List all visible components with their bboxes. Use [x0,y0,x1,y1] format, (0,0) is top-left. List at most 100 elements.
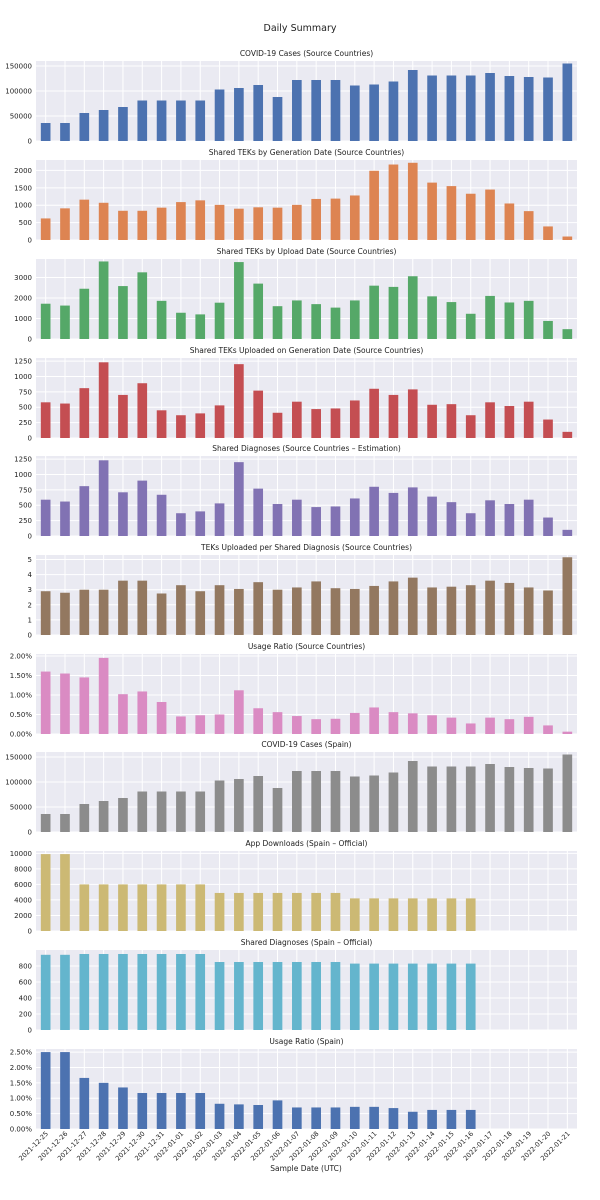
y-tick-label: 0 [28,435,32,443]
y-tick-label: 0.00% [10,1126,33,1134]
y-tick-label: 1.50% [10,1079,33,1087]
bar-2022-01-02 [195,954,206,1030]
bar-2021-12-28 [98,801,109,832]
bar-2022-01-13 [407,963,418,1030]
bar-2022-01-05 [253,85,264,141]
bar-2021-12-25 [40,402,51,438]
bar-2022-01-10 [349,898,360,931]
y-tick-label: 2000 [14,912,32,920]
bar-2022-01-20 [543,226,553,240]
bar-2022-01-12 [388,712,399,734]
bar-2021-12-25 [40,591,51,635]
bar-2021-12-28 [98,1082,109,1129]
y-tick-label: 2000 [14,167,32,175]
bar-2022-01-10 [349,400,360,438]
bar-2022-01-09 [330,718,341,734]
bar-2022-01-10 [349,963,360,1030]
bar-2022-01-15 [446,898,457,931]
bar-2022-01-02 [195,1093,206,1129]
bar-2022-01-03 [214,962,225,1030]
bar-2022-01-21 [562,731,573,734]
chart-panel-9: 0 2000 4000 6000 8000 10000 App Downloads (Spa… [10,839,577,936]
chart-panel-3: 0 1000 2000 3000 Shared TEKs by Upload Date … [14,247,577,344]
bar-2021-12-28 [98,110,109,141]
bar-2022-01-02 [195,100,206,141]
bar-2022-01-18 [504,504,515,536]
plot-area [36,555,577,635]
bar-2022-01-08 [311,962,321,1030]
bar-2022-01-05 [253,1105,264,1129]
plot-area [36,456,577,536]
bar-2022-01-01 [176,202,186,240]
bar-2022-01-03 [214,89,225,141]
bar-2022-01-17 [485,717,495,734]
bar-2022-01-08 [311,719,321,734]
bar-2021-12-30 [137,100,148,141]
bar-2022-01-12 [388,1108,399,1129]
bar-2022-01-12 [388,394,399,438]
plot-area [36,654,577,734]
bar-2021-12-31 [156,494,167,536]
bar-2021-12-29 [118,798,128,832]
chart-title: COVID-19 Cases (Source Countries) [240,49,373,58]
bar-2022-01-21 [562,236,573,240]
bar-2022-01-09 [330,962,341,1030]
y-tick-label: 50000 [10,804,32,812]
bar-2022-01-14 [427,715,437,734]
y-tick-label: 0.00% [10,731,33,739]
bar-2022-01-20 [543,725,553,734]
bar-2022-01-15 [446,717,457,734]
bar-2022-01-16 [465,766,476,832]
y-tick-label: 8000 [14,865,32,873]
chart-panel-11: 0.00% 0.50% 1.00% 1.50% 2.00% 2.50% Usage Rati… [10,1037,577,1134]
y-tick-label: 0 [28,632,32,640]
y-tick-label: 250 [19,419,32,427]
plot-area [36,259,577,339]
bar-2022-01-10 [349,195,360,240]
bar-2021-12-25 [40,499,51,536]
bar-2021-12-26 [60,592,70,635]
bar-2022-01-02 [195,715,206,734]
bar-2021-12-28 [98,202,109,240]
bar-2021-12-31 [156,300,167,339]
chart-panel-10: 0 200 400 600 800 Shared Diagnoses (Spain – O… [19,938,577,1035]
bar-2021-12-29 [118,286,128,339]
bar-2022-01-16 [465,75,476,141]
bar-2022-01-01 [176,791,186,832]
bar-2022-01-05 [253,488,264,536]
bar-2022-01-18 [504,582,515,635]
bar-2022-01-07 [292,771,302,832]
bar-2021-12-31 [156,954,167,1030]
bar-2022-01-05 [253,582,264,635]
bar-2022-01-16 [465,963,476,1030]
bar-2022-01-09 [330,506,341,536]
bar-2022-01-04 [234,690,244,734]
bar-2022-01-10 [349,85,360,141]
bar-2021-12-25 [40,814,51,832]
bar-2021-12-29 [118,394,128,438]
bar-2022-01-09 [330,198,341,240]
bar-2022-01-20 [543,419,553,438]
bar-2021-12-30 [137,884,148,931]
y-tick-label: 750 [19,486,32,494]
y-tick-label: 1500 [14,184,32,192]
bar-2022-01-15 [446,302,457,339]
bar-2022-01-05 [253,962,264,1030]
y-tick-label: 0.50% [10,1110,33,1118]
bar-2022-01-08 [311,771,321,832]
bar-2022-01-10 [349,712,360,734]
bar-2021-12-28 [98,657,109,734]
bar-2022-01-13 [407,276,418,339]
bar-2022-01-03 [214,204,225,240]
bar-2022-01-04 [234,88,244,141]
y-tick-label: 0 [28,138,32,146]
bar-2022-01-07 [292,401,302,438]
bar-2021-12-29 [118,954,128,1030]
y-tick-label: 1000 [14,373,32,381]
bar-2022-01-16 [465,898,476,931]
bar-2022-01-08 [311,198,321,240]
bar-2021-12-31 [156,702,167,734]
x-axis-label: Sample Date (UTC) [270,1164,342,1173]
bar-2022-01-11 [369,486,379,536]
